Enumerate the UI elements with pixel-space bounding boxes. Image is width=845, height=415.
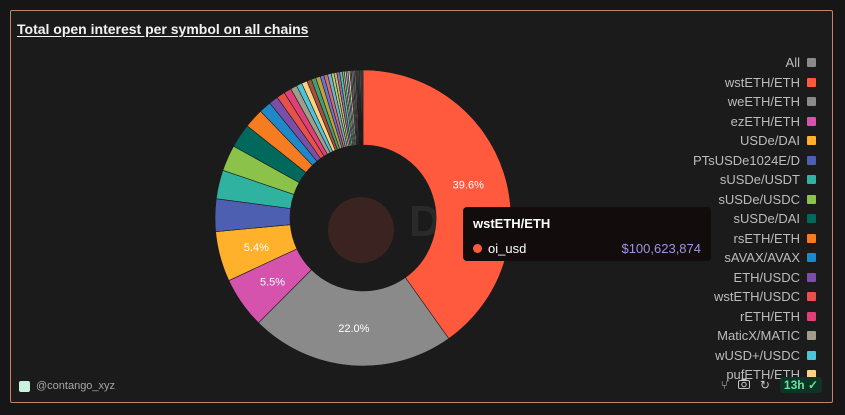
tooltip-title: wstETH/ETH — [473, 216, 551, 231]
legend-item[interactable]: wstETH/ETH — [693, 73, 816, 93]
legend-swatch — [807, 233, 816, 243]
fork-icon[interactable]: ⑂ — [720, 378, 728, 392]
pie-slice[interactable] — [361, 69, 364, 146]
pie-chart: 39.6% 22.0% 5.5% 5.4% — [214, 69, 512, 367]
legend-item[interactable]: rETH/ETH — [693, 307, 816, 327]
slice-label: 5.5% — [260, 276, 285, 288]
legend-swatch — [807, 292, 816, 302]
legend-item[interactable]: rsETH/ETH — [693, 229, 816, 249]
legend-label: ETH/USDC — [733, 269, 800, 285]
slice-label: 22.0% — [338, 323, 369, 335]
legend-item[interactable]: sUSDe/DAI — [693, 209, 816, 229]
pie-slice[interactable] — [258, 269, 450, 367]
legend-swatch — [807, 77, 816, 87]
legend-item[interactable]: PTsUSDe1024E/D — [693, 151, 816, 171]
legend-item[interactable]: sUSDe/USDC — [693, 190, 816, 210]
legend-swatch — [807, 136, 816, 146]
legend-swatch — [807, 370, 816, 380]
footer-handle[interactable]: @contango_xyz — [36, 380, 116, 392]
legend-label: sAVAX/AVAX — [724, 250, 800, 266]
legend-swatch — [807, 58, 816, 68]
legend-item[interactable]: sUSDe/USDT — [693, 170, 816, 190]
slice-label: 39.6% — [453, 179, 484, 191]
legend-item[interactable]: ezETH/ETH — [693, 112, 816, 132]
legend-item[interactable]: weETH/ETH — [693, 92, 816, 112]
legend-label: sUSDe/USDC — [718, 191, 800, 207]
legend-label: PTsUSDe1024E/D — [693, 152, 800, 168]
legend-label: MaticX/MATIC — [717, 328, 800, 344]
legend-swatch — [807, 214, 816, 224]
legend-item[interactable]: MaticX/MATIC — [693, 326, 816, 346]
camera-icon[interactable] — [737, 378, 750, 392]
legend-swatch — [807, 97, 816, 107]
refresh-icon[interactable]: ↻ — [759, 378, 770, 392]
legend-item[interactable]: wstETH/USDC — [693, 287, 816, 307]
legend-label: All — [785, 55, 800, 71]
chart-panel: Total open interest per symbol on all ch… — [10, 10, 833, 403]
legend-label: sUSDe/DAI — [733, 211, 800, 227]
legend-swatch — [807, 116, 816, 126]
legend-swatch — [807, 272, 816, 282]
freshness-badge[interactable]: 13h ✓ — [779, 377, 822, 393]
chart-title[interactable]: Total open interest per symbol on all ch… — [17, 21, 309, 37]
legend-item[interactable]: ETH/USDC — [693, 268, 816, 288]
legend-swatch — [807, 194, 816, 204]
hole-highlight — [328, 197, 394, 263]
legend-swatch — [807, 253, 816, 263]
tooltip-value: $100,623,874 — [621, 241, 701, 256]
legend-label: USDe/DAI — [740, 133, 800, 149]
legend-item[interactable]: wUSD+/USDC — [693, 346, 816, 366]
legend-item[interactable]: sAVAX/AVAX — [693, 248, 816, 268]
slice-label: 5.4% — [244, 242, 269, 254]
tooltip: wstETH/ETH oi_usd $100,623,874 — [463, 207, 711, 261]
pie-slice[interactable] — [362, 69, 512, 340]
logo-icon — [19, 380, 30, 392]
legend-item[interactable]: All — [693, 53, 816, 73]
legend-item[interactable]: USDe/DAI — [693, 131, 816, 151]
legend: All wstETH/ETH weETH/ETH ezETH/ETH USDe/DAI P… — [693, 53, 816, 385]
legend-label: sUSDe/USDT — [719, 172, 800, 188]
legend-label: rsETH/ETH — [733, 230, 800, 246]
legend-swatch — [807, 155, 816, 165]
legend-swatch — [807, 175, 816, 185]
tooltip-row: oi_usd $100,623,874 — [473, 241, 701, 256]
legend-label: wUSD+/USDC — [715, 347, 800, 363]
legend-label: ezETH/ETH — [730, 113, 800, 129]
tooltip-series-name: oi_usd — [488, 241, 527, 256]
legend-swatch — [807, 350, 816, 360]
legend-label: wstETH/ETH — [724, 74, 800, 90]
tooltip-series-dot — [473, 244, 482, 253]
footer-actions: ⑂ ↻ 13h ✓ — [721, 377, 822, 393]
legend-swatch — [807, 311, 816, 321]
legend-label: rETH/ETH — [740, 308, 800, 324]
footer-credit: @contango_xyz — [19, 380, 115, 392]
legend-label: wstETH/USDC — [714, 289, 800, 305]
legend-label: weETH/ETH — [727, 94, 800, 110]
legend-swatch — [807, 331, 816, 341]
